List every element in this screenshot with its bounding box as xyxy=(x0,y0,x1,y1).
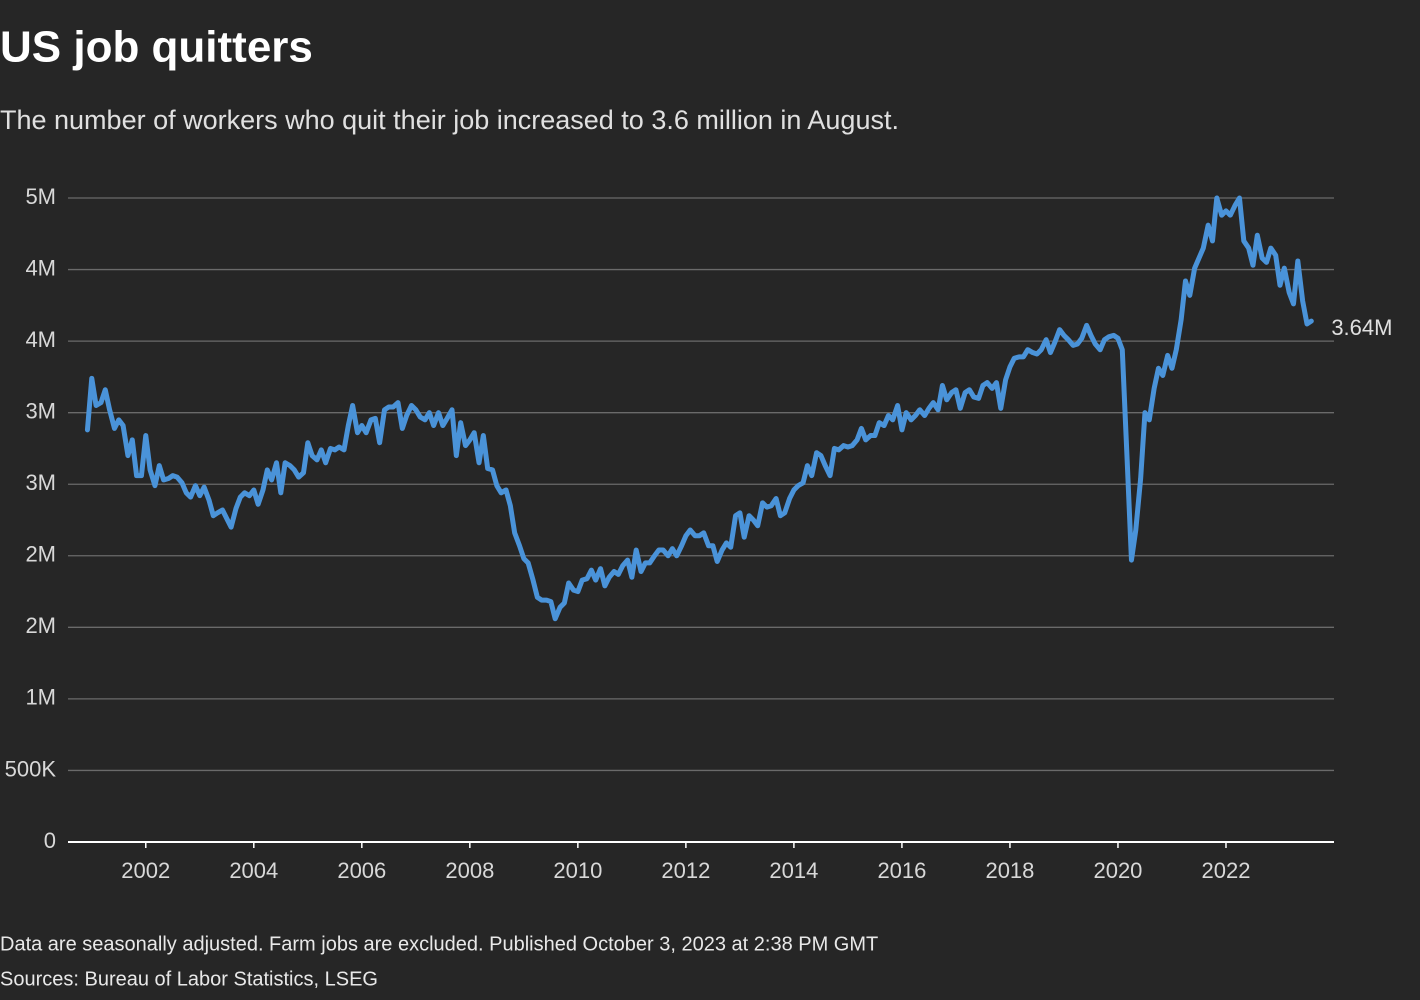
data-line xyxy=(84,195,1314,622)
source: Sources: Bureau of Labor Statistics, LSE… xyxy=(0,968,378,990)
x-tick-label: 2018 xyxy=(985,858,1034,883)
value-label: 3.64M xyxy=(1331,315,1392,340)
x-tick-label: 2016 xyxy=(877,858,926,883)
y-tick-label: 0 xyxy=(44,828,56,853)
y-tick-label: 5M xyxy=(25,184,56,209)
x-tick-label: 2022 xyxy=(1202,858,1251,883)
y-tick-label: 2M xyxy=(25,613,56,638)
x-tick-label: 2020 xyxy=(1093,858,1142,883)
x-tick-label: 2014 xyxy=(769,858,818,883)
footnote: Data are seasonally adjusted. Farm jobs … xyxy=(0,933,878,955)
y-tick-label: 4M xyxy=(25,255,56,280)
y-tick-label: 2M xyxy=(25,542,56,567)
x-tick-label: 2012 xyxy=(661,858,710,883)
x-tick-label: 2004 xyxy=(229,858,278,883)
y-tick-label: 4M xyxy=(25,327,56,352)
y-tick-label: 500K xyxy=(5,756,57,781)
chart-title: US job quitters xyxy=(0,23,313,72)
y-tick-label: 3M xyxy=(25,470,56,495)
x-tick-label: 2006 xyxy=(337,858,386,883)
x-tick-label: 2010 xyxy=(553,858,602,883)
y-tick-label: 3M xyxy=(25,398,56,423)
y-tick-label: 1M xyxy=(25,685,56,710)
x-tick-label: 2002 xyxy=(121,858,170,883)
chart-subtitle: The number of workers who quit their job… xyxy=(0,105,899,135)
x-tick-label: 2008 xyxy=(445,858,494,883)
